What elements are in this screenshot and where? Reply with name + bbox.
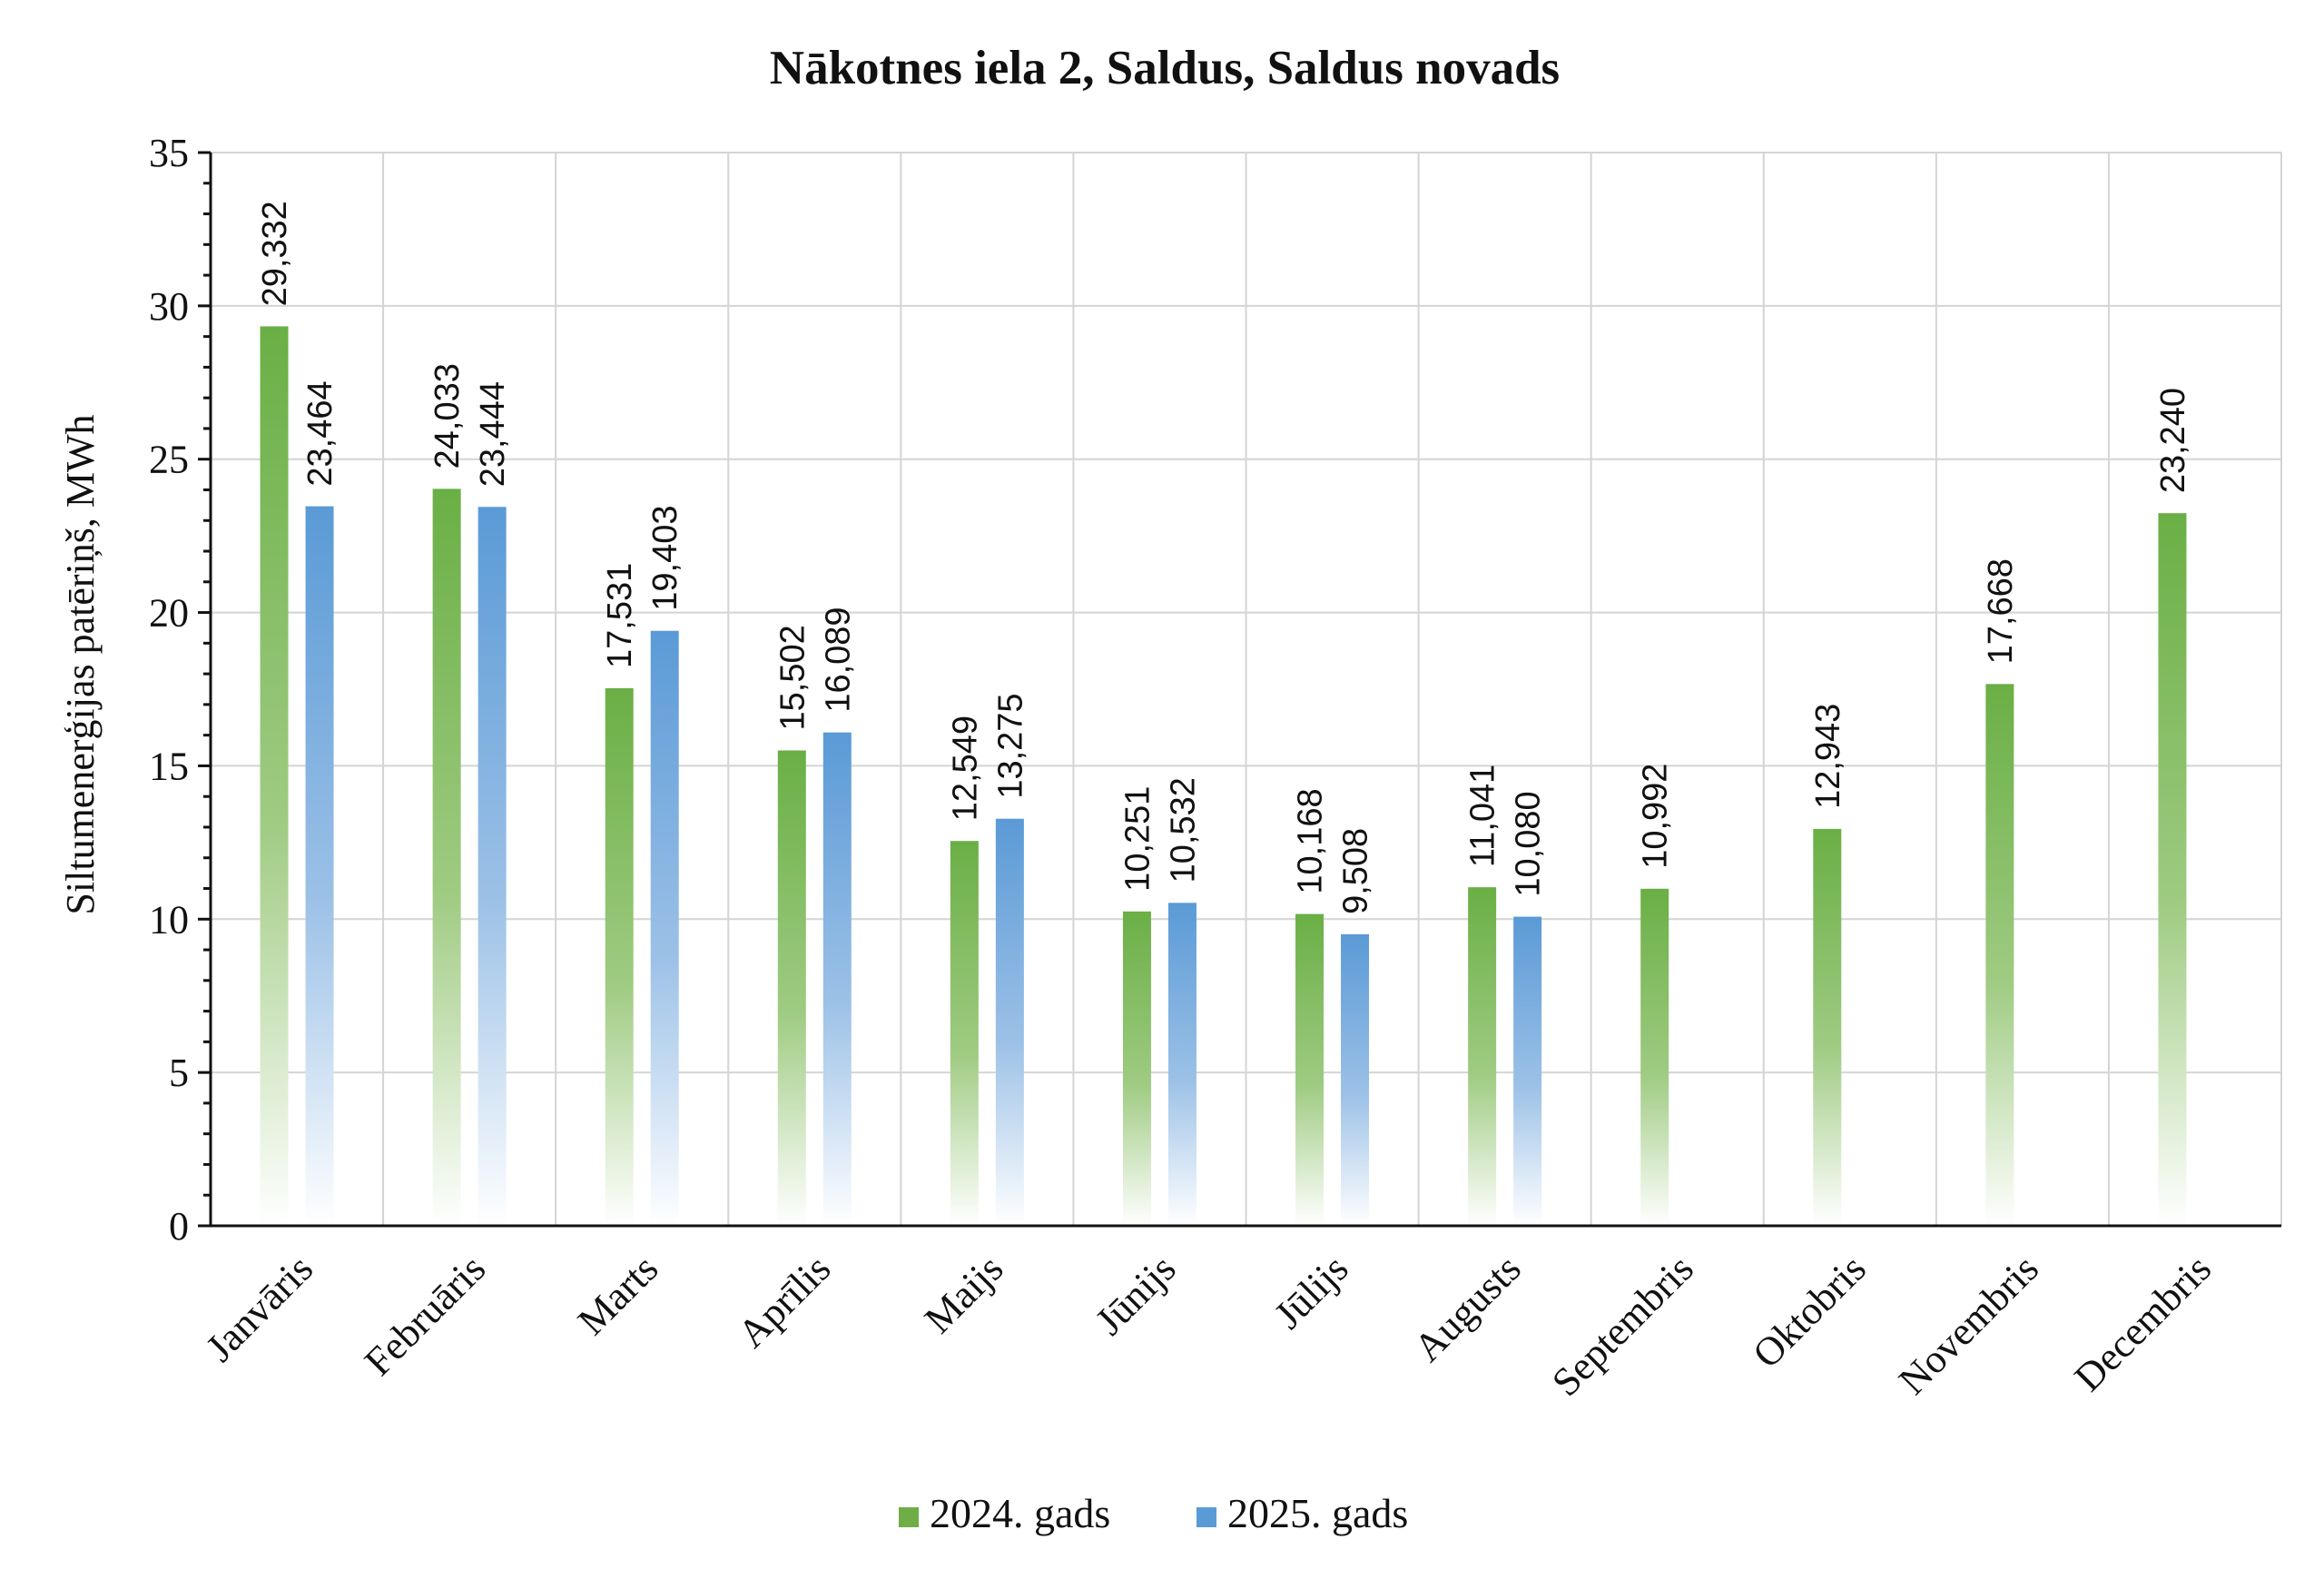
x-tick-label: Septembris	[1543, 1246, 1702, 1405]
x-tick-label: Maijs	[916, 1246, 1012, 1342]
data-label: 23,240	[2154, 388, 2192, 493]
data-label: 12,943	[1809, 704, 1847, 809]
data-label: 19,403	[646, 505, 684, 610]
legend-label-2025: 2025. gads	[1227, 1490, 1408, 1536]
x-tick-label: Marts	[569, 1246, 666, 1343]
x-tick-label: Jūlijs	[1265, 1246, 1356, 1337]
bar-2025	[822, 732, 852, 1226]
x-tick-label: Jūnijs	[1087, 1246, 1184, 1343]
bar-2024	[432, 489, 461, 1226]
data-label: 17,531	[601, 563, 639, 668]
bar-2025	[1513, 916, 1542, 1226]
data-label: 17,668	[1982, 558, 2020, 664]
data-label: 10,168	[1292, 788, 1330, 893]
y-tick-label: 15	[149, 744, 189, 788]
axes: 0 5 10 15 20 25 30 35 Janvāris Februāris Marts Aprī…	[149, 131, 2281, 1405]
data-label: 10,532	[1164, 777, 1202, 883]
x-tick-label: Oktobris	[1744, 1246, 1875, 1377]
y-tick-label: 0	[169, 1204, 189, 1248]
data-label: 29,332	[256, 201, 294, 306]
bar-2024	[1813, 828, 1842, 1226]
x-tick-label: Novembris	[1890, 1246, 2047, 1403]
data-label: 11,041	[1464, 765, 1502, 867]
data-label: 10,251	[1118, 786, 1157, 892]
y-tick-label: 25	[149, 438, 189, 482]
data-label: 10,992	[1637, 764, 1675, 869]
x-tick-label: Decembris	[2066, 1246, 2220, 1399]
bar-2024	[1468, 887, 1497, 1226]
bar-2025	[995, 818, 1024, 1226]
data-labels: 29,332 24,033 17,531 15,502 12,549 10,251 10,1…	[256, 201, 2192, 914]
x-tick-label: Augusts	[1405, 1246, 1530, 1370]
x-tick-label: Aprīlis	[729, 1246, 839, 1356]
data-label: 10,080	[1510, 791, 1548, 896]
data-label: 9,508	[1337, 828, 1375, 914]
y-tick-label: 30	[149, 284, 189, 329]
bar-2024	[260, 326, 289, 1226]
data-label: 24,033	[428, 363, 467, 469]
legend-swatch-2025	[1196, 1507, 1216, 1527]
x-tick-label: Februāris	[356, 1246, 494, 1384]
bar-2025	[1341, 933, 1370, 1226]
bar-2024	[777, 750, 806, 1226]
legend-label-2024: 2024. gads	[930, 1490, 1110, 1536]
legend-swatch-2024	[899, 1507, 919, 1527]
bar-2025	[1167, 903, 1196, 1226]
bar-2024	[950, 841, 979, 1226]
bar-2024	[1122, 911, 1151, 1226]
grid	[211, 152, 2282, 1226]
y-tick-label: 5	[169, 1051, 189, 1095]
x-tick-label: Janvāris	[198, 1246, 322, 1370]
data-label: 23,464	[301, 380, 340, 486]
legend: 2024. gads 2025. gads	[899, 1490, 1408, 1536]
data-label: 12,549	[946, 716, 984, 821]
y-axis-label: Siltumenerģijas patēriņš, MWh	[58, 414, 103, 914]
bar-2025	[305, 506, 334, 1226]
chart-title: Nākotnes iela 2, Saldus, Saldus novads	[770, 42, 1560, 94]
bar-2025	[478, 507, 507, 1226]
y-tick-label: 20	[149, 591, 189, 636]
bar-2025	[650, 630, 679, 1226]
data-label: 13,275	[991, 693, 1029, 798]
bar-2024	[1985, 684, 2014, 1226]
y-tick-label: 35	[149, 131, 189, 175]
bar-2024	[1640, 888, 1669, 1226]
bars	[260, 326, 2187, 1226]
data-label: 23,444	[474, 381, 512, 487]
bar-2024	[605, 687, 634, 1226]
data-label: 15,502	[773, 625, 812, 730]
y-tick-label: 10	[149, 897, 189, 942]
bar-2024	[2158, 513, 2187, 1226]
data-label: 16,089	[819, 607, 857, 712]
bar-2024	[1295, 913, 1324, 1226]
